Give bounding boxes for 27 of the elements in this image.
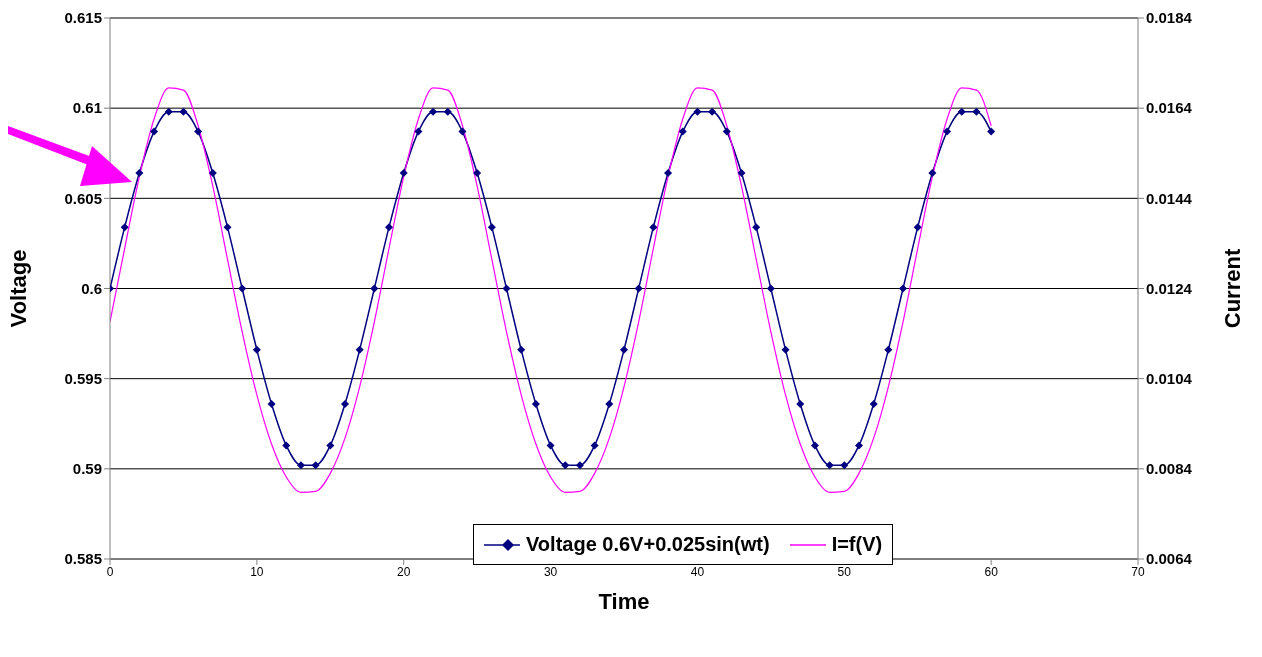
y2-tick-label: 0.0184 (1146, 9, 1193, 27)
x-tick-label: 60 (984, 564, 999, 579)
y2-tick-label: 0.0064 (1146, 550, 1193, 568)
y-tick-label: 0.585 (64, 550, 102, 568)
legend-label: Voltage 0.6V+0.025sin(wt) (526, 533, 770, 556)
x-tick-label: 30 (543, 564, 558, 579)
y-tick-label: 0.595 (64, 369, 102, 387)
y-tick-label: 0.6 (81, 279, 102, 297)
y-tick-label: 0.61 (72, 99, 102, 117)
y-axis-title: Voltage (5, 249, 31, 328)
y-tick-label: 0.615 (64, 9, 102, 27)
x-tick-label: 50 (837, 564, 852, 579)
y-tick-label: 0.605 (64, 189, 102, 207)
y2-tick-label: 0.0124 (1146, 279, 1193, 297)
legend-label: I=f(V) (831, 533, 883, 556)
y-tick-label: 0.59 (72, 460, 102, 478)
y2-tick-label: 0.0144 (1146, 189, 1193, 207)
x-tick-label: 40 (690, 564, 705, 579)
y2-tick-label: 0.0164 (1146, 99, 1193, 117)
x-axis-title: Time (598, 589, 650, 614)
x-tick-label: 0 (106, 564, 114, 579)
x-tick-label: 20 (397, 564, 411, 579)
x-tick-label: 10 (250, 564, 264, 579)
y2-tick-label: 0.0104 (1146, 369, 1193, 387)
y2-tick-label: 0.0084 (1146, 460, 1193, 478)
x-tick-label: 70 (1131, 564, 1145, 579)
y2-axis-title: Current (1219, 248, 1245, 329)
